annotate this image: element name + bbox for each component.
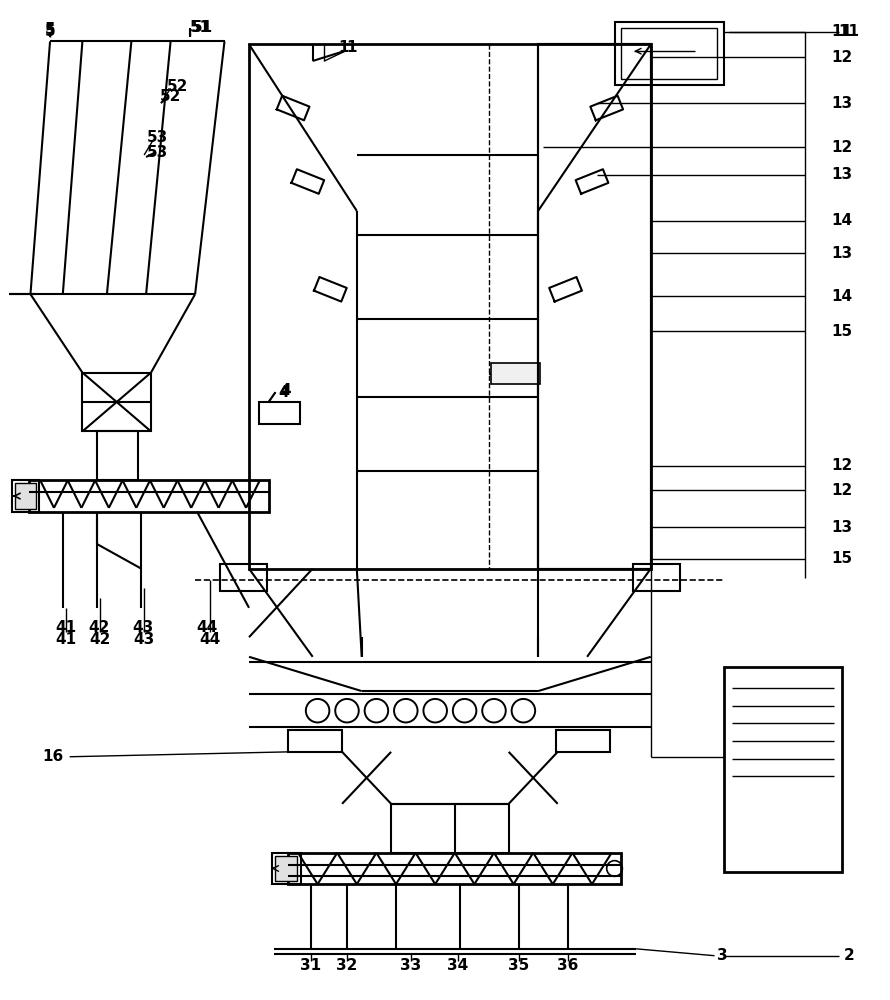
Text: 42: 42 [88,620,109,635]
Text: 51: 51 [191,20,213,35]
Text: 11: 11 [838,24,859,39]
Bar [15,483,36,509]
Text: 52: 52 [160,89,182,104]
Bar [276,856,297,881]
Bar [249,44,651,569]
Text: 4: 4 [278,385,288,400]
Text: 51: 51 [190,20,211,35]
Text: 13: 13 [831,96,853,111]
Bar [28,480,269,512]
Text: 53: 53 [147,145,168,160]
Text: 43: 43 [134,632,155,647]
Text: 41: 41 [55,620,77,635]
Bar [621,28,717,79]
Bar [391,804,509,853]
Text: 44: 44 [199,632,221,647]
Text: 5: 5 [44,22,55,37]
Text: 41: 41 [55,632,77,647]
Text: 44: 44 [196,620,217,635]
Bar [614,22,724,85]
Text: 11: 11 [831,24,853,39]
Bar [538,44,651,569]
Text: 12: 12 [831,458,853,473]
Text: 34: 34 [447,958,468,973]
Text: 12: 12 [831,50,853,65]
Bar [288,853,621,884]
Bar [633,564,680,591]
Text: 15: 15 [831,324,853,339]
Bar [259,402,300,424]
Text: 2: 2 [844,948,854,963]
Text: 14: 14 [831,289,853,304]
Text: 16: 16 [43,749,63,764]
Bar [491,363,540,384]
Text: 1: 1 [339,40,349,55]
Text: 13: 13 [831,246,853,261]
Text: 53: 53 [147,130,168,145]
Text: 3: 3 [717,948,728,963]
Bar [538,44,651,569]
Bar [271,853,301,884]
Text: 13: 13 [831,520,853,535]
Text: 35: 35 [508,958,530,973]
Text: 1: 1 [346,40,357,55]
Bar [97,431,138,480]
Bar [83,373,151,431]
Bar [724,667,842,872]
Text: 42: 42 [89,632,110,647]
Bar [12,480,39,512]
Text: 43: 43 [133,620,154,635]
Text: 13: 13 [831,167,853,182]
Text: 15: 15 [831,551,853,566]
Bar [220,564,267,591]
Text: 52: 52 [166,79,188,94]
Text: 4: 4 [280,383,290,398]
Text: 12: 12 [831,140,853,155]
Text: 5: 5 [44,24,55,39]
Text: 36: 36 [557,958,578,973]
Text: 14: 14 [831,213,853,228]
Bar [555,730,610,752]
Text: 33: 33 [400,958,421,973]
Text: 12: 12 [831,483,853,498]
Text: 31: 31 [300,958,321,973]
Text: 32: 32 [336,958,358,973]
Bar [288,730,342,752]
